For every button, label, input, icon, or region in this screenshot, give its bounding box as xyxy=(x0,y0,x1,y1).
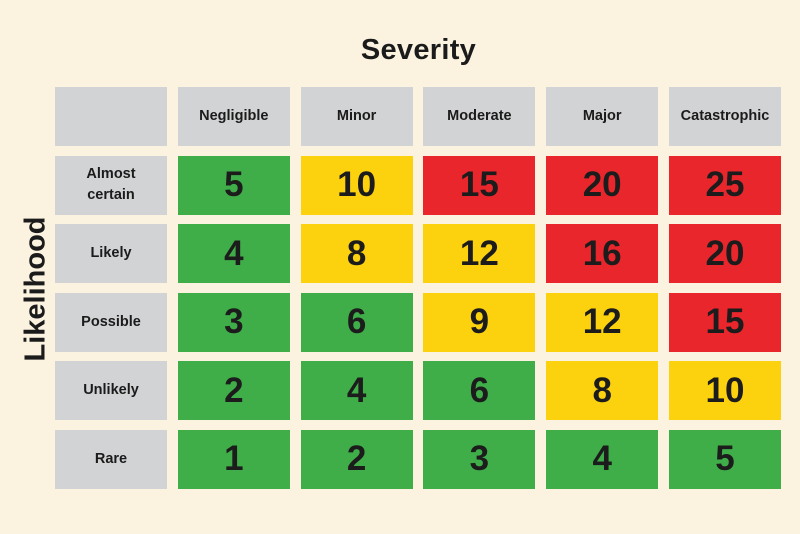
risk-cell: 10 xyxy=(668,361,781,421)
risk-cell: 4 xyxy=(300,361,413,421)
row-header: Likely xyxy=(55,224,167,284)
risk-cell: 1 xyxy=(177,429,290,489)
row-header: Rare xyxy=(55,429,167,489)
chart-title: Severity xyxy=(360,34,477,66)
risk-cell: 3 xyxy=(423,429,536,489)
risk-cell: 6 xyxy=(300,292,413,352)
risk-cell: 12 xyxy=(423,224,536,284)
column-header: Minor xyxy=(300,87,413,146)
risk-cell: 2 xyxy=(177,361,290,421)
risk-cell: 5 xyxy=(668,429,781,489)
risk-cell: 15 xyxy=(423,155,536,215)
risk-matrix: Negligible Minor Moderate Major Catastrophic… xyxy=(55,87,781,489)
risk-cell: 8 xyxy=(300,224,413,284)
risk-cell: 5 xyxy=(177,155,290,215)
column-header: Negligible xyxy=(177,87,290,146)
risk-cell: 4 xyxy=(177,224,290,284)
risk-cell: 15 xyxy=(668,292,781,352)
risk-cell: 10 xyxy=(300,155,413,215)
risk-cell: 3 xyxy=(177,292,290,352)
risk-cell: 4 xyxy=(546,429,659,489)
row-header: Unlikely xyxy=(55,361,167,421)
risk-cell: 25 xyxy=(668,155,781,215)
risk-cell: 20 xyxy=(546,155,659,215)
y-axis-label: Likelihood xyxy=(19,216,52,362)
column-header: Catastrophic xyxy=(668,87,781,146)
risk-cell: 9 xyxy=(423,292,536,352)
column-header: Major xyxy=(546,87,659,146)
corner-header-cell xyxy=(55,87,167,146)
risk-cell: 6 xyxy=(423,361,536,421)
risk-cell: 16 xyxy=(546,224,659,284)
risk-cell: 2 xyxy=(300,429,413,489)
row-header: Almost certain xyxy=(55,155,167,215)
column-header: Moderate xyxy=(423,87,536,146)
risk-cell: 8 xyxy=(546,361,659,421)
risk-cell: 20 xyxy=(668,224,781,284)
row-header: Possible xyxy=(55,292,167,352)
risk-cell: 12 xyxy=(546,292,659,352)
